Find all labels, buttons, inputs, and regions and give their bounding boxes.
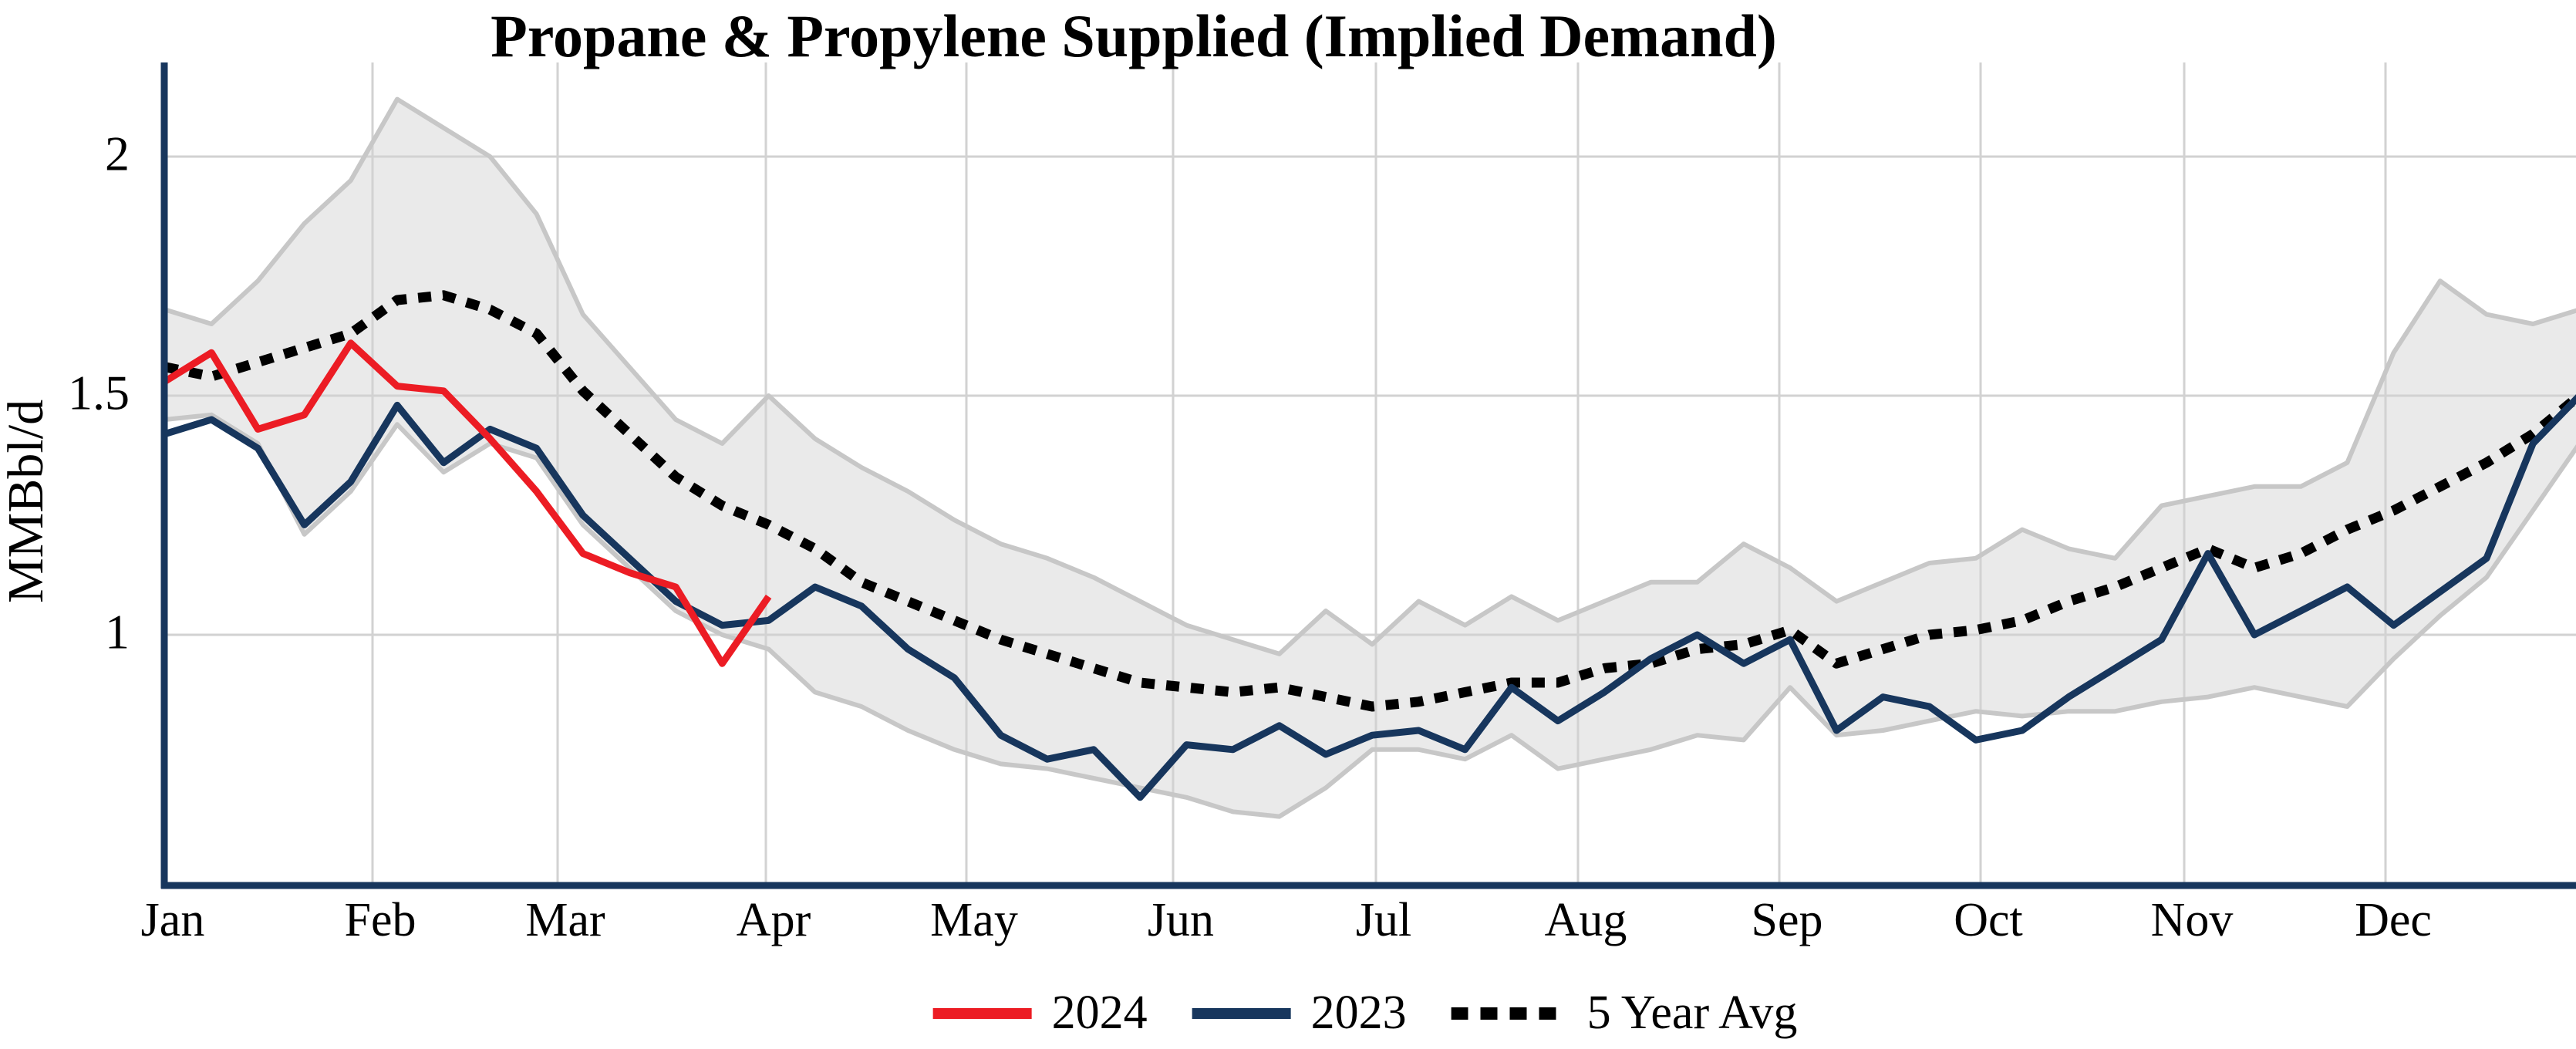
legend: 2024 2023 5 Year Avg: [932, 986, 1798, 1041]
x-tick-label-apr: Apr: [736, 894, 811, 946]
y-tick-label-2: 2: [105, 126, 130, 181]
legend-item-2023: 2023: [1192, 986, 1407, 1041]
legend-label-2024: 2024: [1051, 987, 1148, 1039]
x-tick-label-jan: Jan: [140, 894, 205, 946]
legend-swatch-2023-line: [1192, 1007, 1291, 1019]
legend-item-2024: 2024: [932, 986, 1148, 1041]
x-tick-label-jun: Jun: [1147, 894, 1215, 946]
five-year-range-lower-edge: [164, 412, 2576, 819]
x-tick-label-oct: Oct: [1954, 894, 2023, 946]
series-line-2023: [164, 394, 2576, 801]
x-tick-label-may: May: [930, 894, 1018, 946]
five-year-range-upper-edge: [164, 96, 2576, 656]
x-tick-label-sep: Sep: [1751, 894, 1823, 946]
series-line-2024: [163, 339, 772, 667]
x-tick-label-aug: Aug: [1544, 894, 1627, 946]
x-tick-label-nov: Nov: [2150, 894, 2234, 946]
series-line-5-year-avg: [164, 290, 2576, 712]
legend-item-5yr-avg: 5 Year Avg: [1451, 986, 1798, 1041]
five-year-range-band: [165, 99, 2576, 817]
legend-swatch-5yr-avg-dotted-line: [1451, 1007, 1567, 1020]
chart-title: Propane & Propylene Supplied (Implied De…: [491, 2, 1777, 69]
legend-label-2023: 2023: [1310, 987, 1407, 1039]
y-axis-title: MMBbl/d: [0, 399, 54, 603]
legend-label-5yr-avg: 5 Year Avg: [1586, 987, 1798, 1039]
y-tick-label-1: 1: [105, 604, 130, 659]
x-tick-label-feb: Feb: [344, 894, 416, 946]
y-tick-label-1.5: 1.5: [68, 365, 130, 420]
legend-swatch-2024-line: [932, 1007, 1032, 1019]
x-tick-label-dec: Dec: [2355, 894, 2432, 946]
x-tick-label-mar: Mar: [525, 894, 605, 946]
x-tick-label-jul: Jul: [1355, 894, 1412, 946]
